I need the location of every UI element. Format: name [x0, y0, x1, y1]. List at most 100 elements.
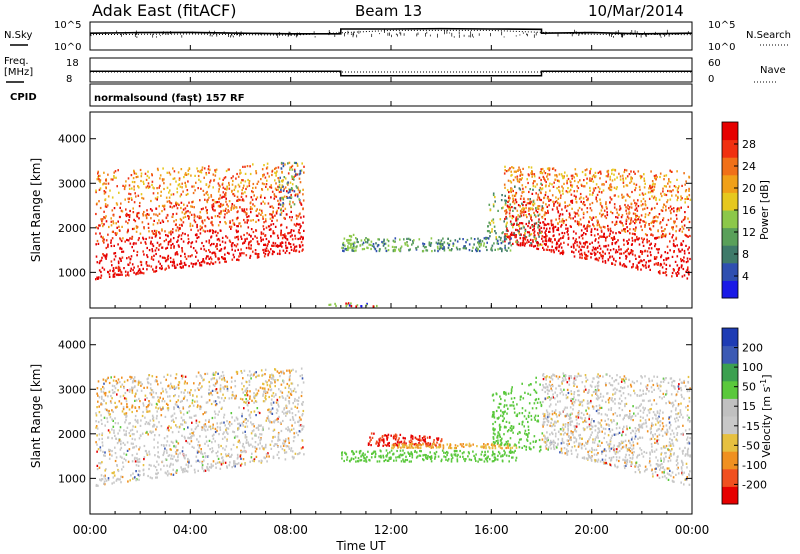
power-mark: [589, 207, 592, 210]
velocity-mark: [177, 453, 179, 456]
power-mark: [95, 226, 98, 229]
power-mark: [554, 178, 557, 181]
velocity-mark: [242, 391, 244, 394]
power-mark: [640, 268, 642, 271]
power-mark: [546, 175, 548, 178]
power-mark: [183, 203, 185, 206]
power-mark: [275, 212, 278, 215]
power-mark: [180, 168, 183, 171]
power-mark: [577, 214, 580, 217]
velocity-mark: [139, 446, 141, 449]
power-mark: [624, 199, 627, 202]
velocity-mark: [283, 412, 285, 415]
power-mark: [615, 216, 617, 219]
power-mark: [643, 207, 646, 210]
power-mark: [289, 235, 292, 238]
velocity-mark: [185, 454, 187, 457]
velocity-mark: [213, 410, 216, 413]
power-mark: [142, 212, 144, 216]
velocity-mark: [239, 441, 241, 444]
power-mark: [665, 193, 668, 197]
power-mark: [278, 183, 281, 186]
power-mark: [521, 222, 524, 225]
velocity-mark: [168, 429, 170, 432]
velocity-mark: [212, 460, 215, 463]
power-mark: [555, 243, 558, 246]
velocity-mark: [221, 406, 223, 409]
power-mark: [133, 266, 135, 269]
power-mark: [517, 204, 520, 207]
velocity-mark: [236, 462, 238, 466]
power-mark: [594, 187, 597, 190]
noise-lines: [89, 27, 693, 38]
power-mark: [264, 248, 266, 251]
velocity-mark: [157, 451, 159, 454]
power-mark: [648, 187, 650, 190]
power-mark: [136, 212, 139, 215]
velocity-mark: [248, 401, 250, 404]
velocity-mark: [283, 449, 286, 452]
power-mark: [261, 211, 263, 214]
velocity-mark: [117, 389, 119, 392]
velocity-mark: [203, 428, 206, 431]
power-mark: [655, 215, 657, 218]
velocity-mark: [95, 412, 97, 415]
power-mark: [653, 188, 655, 191]
velocity-mark: [108, 381, 111, 385]
power-mark: [366, 241, 369, 244]
power-mark: [100, 270, 102, 274]
power-mark: [236, 243, 239, 246]
power-mark: [263, 228, 265, 231]
power-mark: [512, 178, 515, 182]
power-mark: [559, 220, 561, 223]
power-mark: [521, 242, 524, 245]
velocity-mark: [151, 375, 154, 378]
power-mark: [138, 186, 140, 189]
power-mark: [299, 201, 301, 204]
velocity-mark: [195, 375, 198, 378]
power-mark: [271, 253, 274, 256]
power-mark: [345, 248, 348, 251]
velocity-mark: [106, 417, 108, 420]
power-mark: [346, 303, 349, 306]
power-mark: [462, 238, 464, 241]
power-mark: [604, 239, 607, 242]
power-mark: [392, 250, 395, 253]
power-mark: [516, 178, 519, 181]
velocity-mark: [287, 437, 290, 440]
velocity-mark: [244, 418, 247, 421]
power-mark: [255, 198, 257, 201]
power-mark: [243, 233, 245, 237]
power-mark: [197, 236, 200, 239]
power-mark: [447, 246, 450, 249]
power-mark: [159, 177, 161, 180]
power-mark: [528, 202, 530, 205]
velocity-mark: [163, 375, 165, 378]
power-mark: [567, 236, 570, 239]
velocity-mark: [110, 376, 112, 379]
power-mark: [544, 193, 547, 197]
power-mark: [558, 249, 560, 252]
power-mark: [567, 233, 569, 236]
power-mark: [127, 271, 129, 274]
power-mark: [658, 236, 660, 239]
power-mark: [137, 238, 140, 242]
power-mark: [252, 250, 254, 253]
power-mark: [255, 220, 257, 223]
velocity-mark: [259, 447, 261, 450]
velocity-mark: [227, 422, 230, 425]
velocity-mark: [131, 428, 134, 431]
velocity-mark: [273, 444, 275, 447]
power-mark: [103, 190, 106, 193]
power-mark: [211, 223, 213, 226]
power-mark: [352, 233, 355, 236]
power-mark: [660, 209, 663, 212]
velocity-mark: [272, 375, 275, 378]
power-mark: [518, 166, 520, 169]
power-mark: [150, 240, 152, 243]
power-mark: [586, 211, 589, 214]
power-mark: [147, 226, 150, 229]
power-mark: [613, 173, 615, 176]
power-mark: [175, 201, 177, 204]
power-mark: [288, 203, 291, 206]
